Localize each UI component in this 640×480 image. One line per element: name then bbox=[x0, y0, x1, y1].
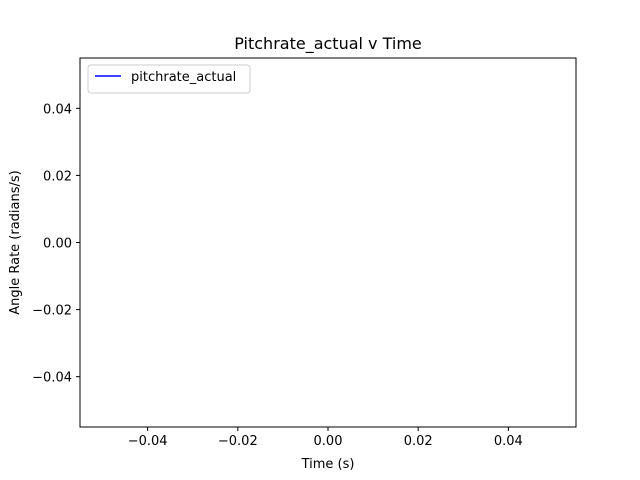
x-tick-label: 0.04 bbox=[494, 434, 523, 449]
x-tick-label: −0.04 bbox=[128, 434, 168, 449]
chart-title: Pitchrate_actual v Time bbox=[234, 34, 422, 54]
legend: pitchrate_actual bbox=[87, 64, 251, 94]
y-tick-label: 0.02 bbox=[43, 169, 72, 184]
y-tick-label: 0.00 bbox=[43, 237, 72, 252]
x-axis-label: Time (s) bbox=[301, 457, 355, 472]
x-axis: −0.04 −0.02 0.00 0.02 0.04 bbox=[128, 427, 523, 449]
x-tick-label: 0.00 bbox=[314, 434, 343, 449]
plot-area bbox=[79, 57, 577, 428]
legend-label: pitchrate_actual bbox=[131, 70, 236, 85]
y-tick-label: −0.02 bbox=[32, 304, 72, 319]
x-tick-label: 0.02 bbox=[404, 434, 433, 449]
y-tick-label: −0.04 bbox=[32, 371, 72, 386]
y-axis: −0.04 −0.02 0.00 0.02 0.04 bbox=[32, 102, 80, 386]
legend-box bbox=[87, 64, 251, 94]
x-tick-label: −0.02 bbox=[218, 434, 258, 449]
plot-frame bbox=[79, 57, 577, 428]
y-tick-label: 0.04 bbox=[43, 102, 72, 117]
y-axis-label: Angle Rate (radians/s) bbox=[8, 170, 23, 315]
